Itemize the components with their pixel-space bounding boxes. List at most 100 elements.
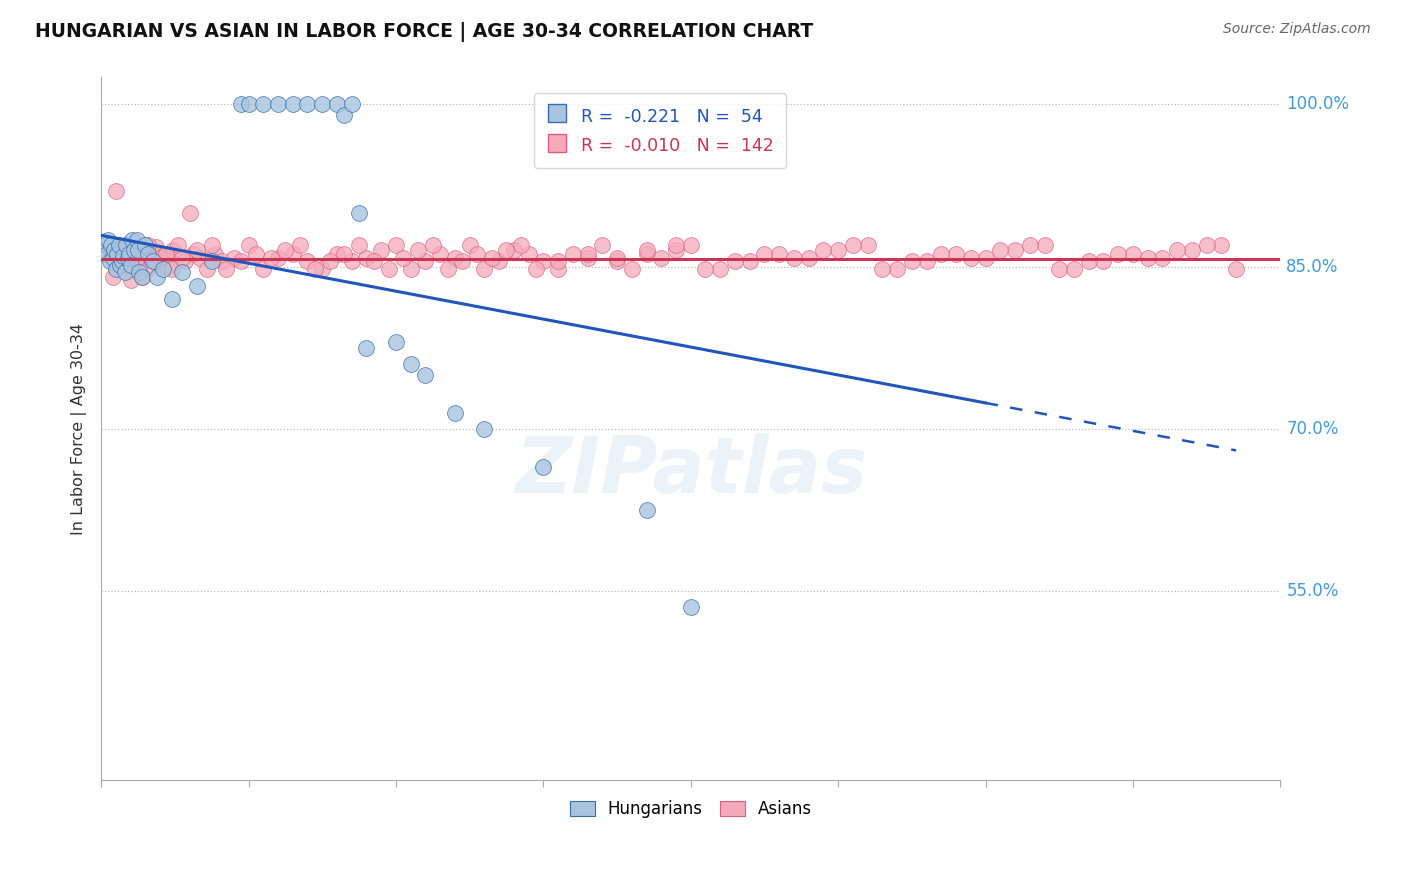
Point <box>783 251 806 265</box>
Point <box>259 251 281 265</box>
Point <box>679 600 702 615</box>
Point <box>1004 244 1026 258</box>
Point <box>340 97 363 112</box>
Point <box>1033 238 1056 252</box>
Point <box>145 240 167 254</box>
Point <box>204 246 226 260</box>
Point <box>709 261 731 276</box>
Point <box>304 261 326 276</box>
Point <box>98 254 121 268</box>
Point <box>142 246 165 260</box>
Point <box>245 246 267 260</box>
Point <box>181 246 204 260</box>
Point <box>96 246 118 260</box>
Point <box>201 254 224 268</box>
Point <box>238 238 260 252</box>
Point <box>131 270 153 285</box>
Point <box>160 292 183 306</box>
Point <box>118 246 141 260</box>
Point <box>422 238 444 252</box>
Point <box>333 108 356 122</box>
Point <box>155 246 177 260</box>
Text: Source: ZipAtlas.com: Source: ZipAtlas.com <box>1223 22 1371 37</box>
Legend: Hungarians, Asians: Hungarians, Asians <box>562 793 818 825</box>
Point <box>436 261 458 276</box>
Point <box>118 249 141 263</box>
Point <box>465 246 488 260</box>
Point <box>679 238 702 252</box>
Point <box>103 238 125 252</box>
Point <box>385 335 408 350</box>
Point <box>281 97 304 112</box>
Point <box>591 238 613 252</box>
Point <box>127 246 149 260</box>
Point <box>267 97 290 112</box>
Point <box>1047 261 1070 276</box>
Point <box>120 258 142 272</box>
Point <box>115 238 138 252</box>
Point <box>274 244 297 258</box>
Point <box>606 254 628 268</box>
Point <box>606 251 628 265</box>
Point <box>267 251 290 265</box>
Point <box>377 261 399 276</box>
Point <box>104 184 127 198</box>
Point <box>665 244 688 258</box>
Point <box>650 251 672 265</box>
Point <box>665 238 688 252</box>
Point <box>444 406 467 420</box>
Text: HUNGARIAN VS ASIAN IN LABOR FORCE | AGE 30-34 CORRELATION CHART: HUNGARIAN VS ASIAN IN LABOR FORCE | AGE … <box>35 22 814 42</box>
Point <box>179 205 201 219</box>
Point <box>97 240 120 254</box>
Point <box>142 254 165 268</box>
Point <box>124 251 146 265</box>
Point <box>112 254 135 268</box>
Point <box>510 238 533 252</box>
Point <box>1107 246 1129 260</box>
Point <box>153 246 176 260</box>
Point <box>886 261 908 276</box>
Point <box>576 246 599 260</box>
Point <box>531 254 554 268</box>
Point <box>974 251 997 265</box>
Point <box>134 238 156 252</box>
Point <box>959 251 981 265</box>
Point <box>481 251 503 265</box>
Point <box>318 254 340 268</box>
Point <box>122 244 145 258</box>
Point <box>252 261 274 276</box>
Point <box>114 265 136 279</box>
Point <box>139 251 162 265</box>
Point <box>1092 254 1115 268</box>
Point <box>370 244 392 258</box>
Point <box>495 244 517 258</box>
Point <box>363 254 385 268</box>
Point <box>125 251 148 265</box>
Point <box>231 97 253 112</box>
Point <box>488 254 510 268</box>
Point <box>110 246 132 260</box>
Point <box>1195 238 1218 252</box>
Point <box>531 459 554 474</box>
Y-axis label: In Labor Force | Age 30-34: In Labor Force | Age 30-34 <box>72 323 87 535</box>
Point <box>136 246 159 260</box>
Point <box>636 503 658 517</box>
Point <box>131 270 153 285</box>
Point <box>1225 261 1247 276</box>
Point <box>101 251 124 265</box>
Point <box>159 258 181 272</box>
Point <box>429 246 451 260</box>
Point <box>524 261 547 276</box>
Point <box>136 238 159 252</box>
Point <box>281 246 304 260</box>
Point <box>222 251 245 265</box>
Point <box>620 261 643 276</box>
Text: 85.0%: 85.0% <box>1286 258 1339 276</box>
Point <box>143 254 166 268</box>
Point <box>149 251 172 265</box>
Point <box>252 97 274 112</box>
Point <box>311 97 333 112</box>
Point <box>94 238 117 252</box>
Point <box>100 244 122 258</box>
Point <box>160 261 183 276</box>
